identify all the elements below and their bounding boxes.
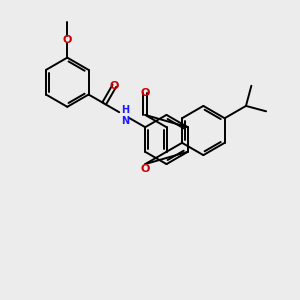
Text: O: O xyxy=(63,34,72,45)
Text: H
N: H N xyxy=(121,105,129,126)
Text: O: O xyxy=(140,164,150,175)
Text: O: O xyxy=(140,88,150,98)
Text: O: O xyxy=(110,81,119,91)
